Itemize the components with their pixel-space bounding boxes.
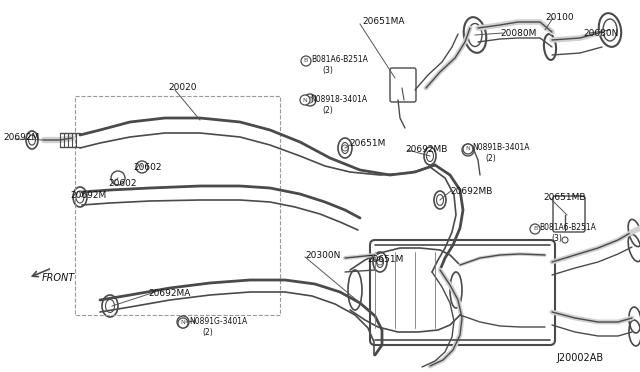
Text: 20020: 20020	[168, 83, 196, 93]
Text: 20602: 20602	[133, 163, 161, 171]
Circle shape	[342, 145, 348, 151]
Circle shape	[178, 318, 188, 328]
Circle shape	[530, 224, 540, 234]
Text: (2): (2)	[202, 328, 212, 337]
Text: N08918-3401A: N08918-3401A	[310, 96, 367, 105]
Circle shape	[377, 259, 383, 265]
Circle shape	[301, 56, 311, 66]
Text: 20692MA: 20692MA	[148, 289, 190, 298]
Text: 20692MB: 20692MB	[450, 187, 492, 196]
Text: N0891G-3401A: N0891G-3401A	[189, 317, 247, 327]
Text: 20100: 20100	[545, 13, 573, 22]
Circle shape	[463, 144, 473, 154]
Text: B: B	[533, 227, 537, 231]
Text: (3): (3)	[322, 67, 333, 76]
Text: 20692M: 20692M	[70, 192, 106, 201]
Text: N0891B-3401A: N0891B-3401A	[472, 144, 529, 153]
Text: B081A6-B251A: B081A6-B251A	[311, 55, 368, 64]
Text: 20651MB: 20651MB	[543, 193, 586, 202]
Text: (2): (2)	[485, 154, 496, 164]
Text: 20692MB: 20692MB	[405, 145, 447, 154]
Text: 20602: 20602	[108, 179, 136, 187]
Text: N: N	[303, 97, 307, 103]
Text: 20692M: 20692M	[3, 134, 39, 142]
Circle shape	[300, 95, 310, 105]
Text: FRONT: FRONT	[42, 273, 76, 283]
Text: N: N	[466, 147, 470, 151]
Text: 20651MA: 20651MA	[362, 17, 404, 26]
Text: B081A6-B251A: B081A6-B251A	[539, 224, 596, 232]
Text: B: B	[304, 58, 308, 64]
Text: 20651M: 20651M	[349, 138, 385, 148]
Text: 20300N: 20300N	[305, 250, 340, 260]
Text: (3): (3)	[551, 234, 562, 244]
Text: 20651M: 20651M	[367, 256, 403, 264]
Text: N: N	[180, 321, 186, 326]
Text: 20080M: 20080M	[500, 29, 536, 38]
Text: (2): (2)	[322, 106, 333, 115]
Text: 20080N: 20080N	[583, 29, 618, 38]
Text: J20002AB: J20002AB	[556, 353, 603, 363]
